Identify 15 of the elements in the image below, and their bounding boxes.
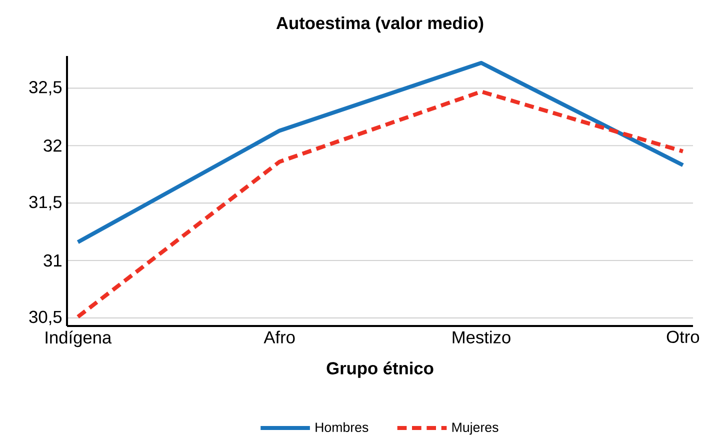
x-axis-title: Grupo étnico [326, 362, 434, 378]
legend-label: Hombres [316, 422, 368, 432]
y-tick-label: 32,5 [29, 81, 62, 96]
line-series [76, 60, 685, 244]
y-tick-label: 31,5 [29, 196, 62, 210]
chart-title: Autoestima (valor medio) [276, 16, 484, 33]
x-tick-label: Indígena [46, 330, 112, 348]
x-tick-label: Otro [666, 330, 700, 343]
x-tick-label: Mestizo [452, 330, 510, 344]
legend-label: Mujeres [452, 422, 498, 435]
y-tick-label: 31 [44, 254, 62, 267]
x-tick-label: Afro [264, 330, 295, 344]
y-tick-label: 30,5 [29, 310, 62, 326]
y-tick-label: 32 [44, 139, 62, 152]
line-series [76, 90, 685, 319]
